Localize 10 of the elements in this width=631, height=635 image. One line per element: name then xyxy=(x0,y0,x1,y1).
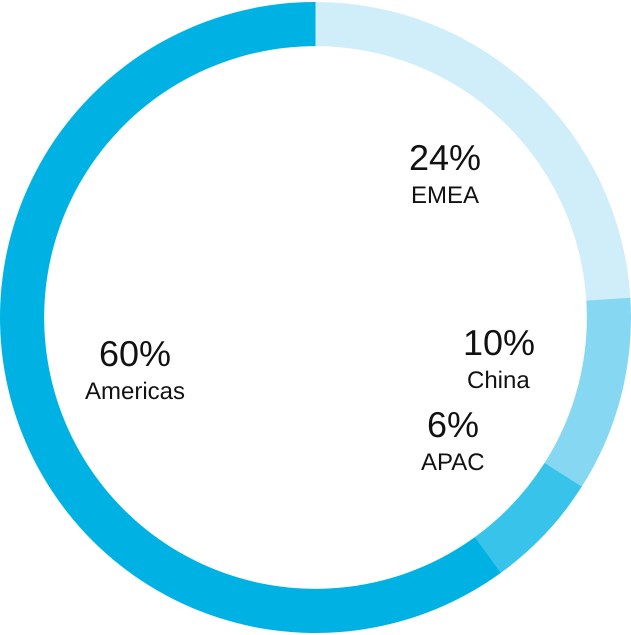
data-label: 10% xyxy=(463,322,536,363)
slice-label: Americas xyxy=(85,378,186,405)
data-label: 24% xyxy=(409,137,482,178)
slice-label: APAC xyxy=(421,449,485,476)
data-label: 60% xyxy=(99,333,172,374)
slice-label: China xyxy=(467,367,530,394)
donut-slice xyxy=(544,298,630,487)
slice-label: EMEA xyxy=(411,182,480,209)
data-label: 6% xyxy=(427,404,480,445)
donut-slice xyxy=(316,2,630,300)
